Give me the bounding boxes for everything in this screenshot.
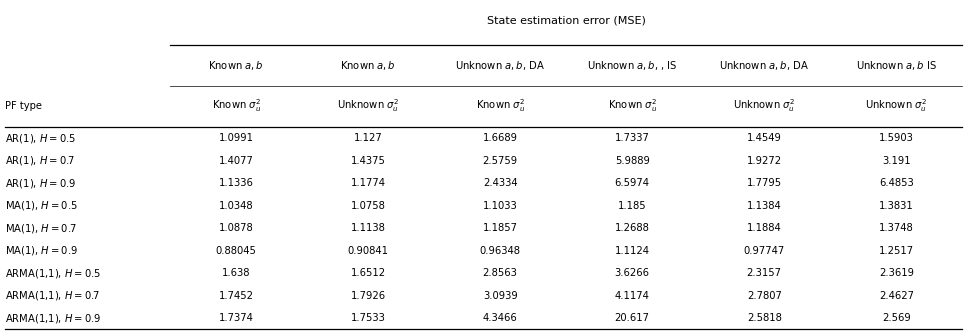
Text: 1.638: 1.638 <box>222 268 251 278</box>
Text: 6.5974: 6.5974 <box>614 178 649 188</box>
Text: 1.2688: 1.2688 <box>614 223 649 233</box>
Text: 1.0991: 1.0991 <box>219 133 254 143</box>
Text: 2.8563: 2.8563 <box>483 268 518 278</box>
Text: 3.0939: 3.0939 <box>483 291 517 301</box>
Text: ARMA(1,1), $H = 0.7$: ARMA(1,1), $H = 0.7$ <box>5 289 100 302</box>
Text: Unknown $\sigma_u^2$: Unknown $\sigma_u^2$ <box>733 97 795 114</box>
Text: 6.4853: 6.4853 <box>879 178 914 188</box>
Text: 4.1174: 4.1174 <box>614 291 649 301</box>
Text: 2.5818: 2.5818 <box>746 313 781 323</box>
Text: 1.1033: 1.1033 <box>483 201 517 211</box>
Text: AR(1), $H = 0.5$: AR(1), $H = 0.5$ <box>5 132 76 145</box>
Text: 1.6512: 1.6512 <box>351 268 386 278</box>
Text: Unknown $a, b$, , IS: Unknown $a, b$, , IS <box>587 59 677 72</box>
Text: 2.4334: 2.4334 <box>483 178 517 188</box>
Text: Unknown $\sigma_u^2$: Unknown $\sigma_u^2$ <box>865 97 927 114</box>
Text: 1.1138: 1.1138 <box>351 223 386 233</box>
Text: 1.4549: 1.4549 <box>746 133 781 143</box>
Text: 1.0878: 1.0878 <box>219 223 254 233</box>
Text: PF type: PF type <box>5 101 42 111</box>
Text: AR(1), $H = 0.9$: AR(1), $H = 0.9$ <box>5 177 76 190</box>
Text: 1.1124: 1.1124 <box>614 246 649 256</box>
Text: ARMA(1,1), $H = 0.5$: ARMA(1,1), $H = 0.5$ <box>5 266 101 280</box>
Text: 1.7795: 1.7795 <box>746 178 781 188</box>
Text: 1.1774: 1.1774 <box>351 178 386 188</box>
Text: 1.4375: 1.4375 <box>351 156 386 166</box>
Text: 1.6689: 1.6689 <box>483 133 518 143</box>
Text: Unknown $a, b$ IS: Unknown $a, b$ IS <box>855 59 937 72</box>
Text: Known $\sigma_u^2$: Known $\sigma_u^2$ <box>212 97 260 114</box>
Text: ARMA(1,1), $H = 0.9$: ARMA(1,1), $H = 0.9$ <box>5 311 101 325</box>
Text: 1.1336: 1.1336 <box>219 178 254 188</box>
Text: Known $\sigma_u^2$: Known $\sigma_u^2$ <box>475 97 525 114</box>
Text: 1.5903: 1.5903 <box>879 133 914 143</box>
Text: MA(1), $H = 0.9$: MA(1), $H = 0.9$ <box>5 244 78 257</box>
Text: 2.5759: 2.5759 <box>483 156 518 166</box>
Text: 1.127: 1.127 <box>354 133 383 143</box>
Text: 1.0348: 1.0348 <box>219 201 254 211</box>
Text: 3.6266: 3.6266 <box>614 268 649 278</box>
Text: Unknown $a, b$, DA: Unknown $a, b$, DA <box>719 59 810 72</box>
Text: 5.9889: 5.9889 <box>614 156 649 166</box>
Text: 2.569: 2.569 <box>882 313 911 323</box>
Text: 1.7926: 1.7926 <box>351 291 386 301</box>
Text: Known $a, b$: Known $a, b$ <box>340 59 396 72</box>
Text: 1.1884: 1.1884 <box>746 223 781 233</box>
Text: 2.7807: 2.7807 <box>746 291 781 301</box>
Text: 1.9272: 1.9272 <box>746 156 781 166</box>
Text: 0.88045: 0.88045 <box>216 246 257 256</box>
Text: 2.4627: 2.4627 <box>879 291 914 301</box>
Text: 0.96348: 0.96348 <box>479 246 521 256</box>
Text: 20.617: 20.617 <box>614 313 649 323</box>
Text: Known $\sigma_u^2$: Known $\sigma_u^2$ <box>608 97 657 114</box>
Text: 1.7337: 1.7337 <box>614 133 649 143</box>
Text: AR(1), $H = 0.7$: AR(1), $H = 0.7$ <box>5 154 75 167</box>
Text: Unknown $\sigma_u^2$: Unknown $\sigma_u^2$ <box>337 97 399 114</box>
Text: 0.97747: 0.97747 <box>744 246 784 256</box>
Text: 0.90841: 0.90841 <box>348 246 389 256</box>
Text: 4.3466: 4.3466 <box>483 313 517 323</box>
Text: 1.2517: 1.2517 <box>879 246 914 256</box>
Text: 1.7452: 1.7452 <box>219 291 254 301</box>
Text: 2.3619: 2.3619 <box>879 268 914 278</box>
Text: MA(1), $H = 0.5$: MA(1), $H = 0.5$ <box>5 199 78 212</box>
Text: 1.4077: 1.4077 <box>219 156 254 166</box>
Text: State estimation error (MSE): State estimation error (MSE) <box>487 15 645 25</box>
Text: 3.191: 3.191 <box>882 156 911 166</box>
Text: 1.185: 1.185 <box>618 201 646 211</box>
Text: 1.1857: 1.1857 <box>483 223 518 233</box>
Text: 1.7374: 1.7374 <box>219 313 254 323</box>
Text: 1.3748: 1.3748 <box>879 223 914 233</box>
Text: Known $a, b$: Known $a, b$ <box>208 59 264 72</box>
Text: 1.7533: 1.7533 <box>351 313 386 323</box>
Text: 1.0758: 1.0758 <box>351 201 386 211</box>
Text: 2.3157: 2.3157 <box>746 268 781 278</box>
Text: MA(1), $H = 0.7$: MA(1), $H = 0.7$ <box>5 222 77 235</box>
Text: 1.3831: 1.3831 <box>879 201 914 211</box>
Text: Unknown $a, b$, DA: Unknown $a, b$, DA <box>455 59 545 72</box>
Text: 1.1384: 1.1384 <box>746 201 781 211</box>
